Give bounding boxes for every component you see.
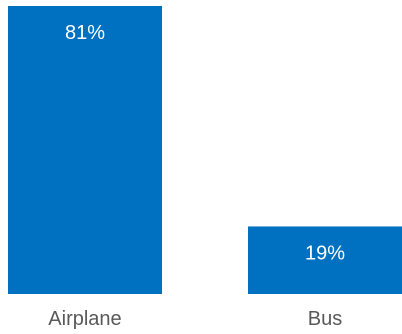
value-labels-group: 81% 19% bbox=[65, 22, 345, 264]
value-label-airplane: 81% bbox=[65, 22, 105, 44]
x-tick-labels-group: Airplane Bus bbox=[48, 308, 342, 330]
x-tick-label-bus: Bus bbox=[308, 308, 342, 330]
bar-airplane bbox=[8, 6, 162, 294]
x-tick-label-airplane: Airplane bbox=[48, 308, 121, 330]
value-label-bus: 19% bbox=[305, 242, 345, 264]
bars-group bbox=[8, 6, 402, 294]
bar-bus bbox=[248, 226, 402, 294]
